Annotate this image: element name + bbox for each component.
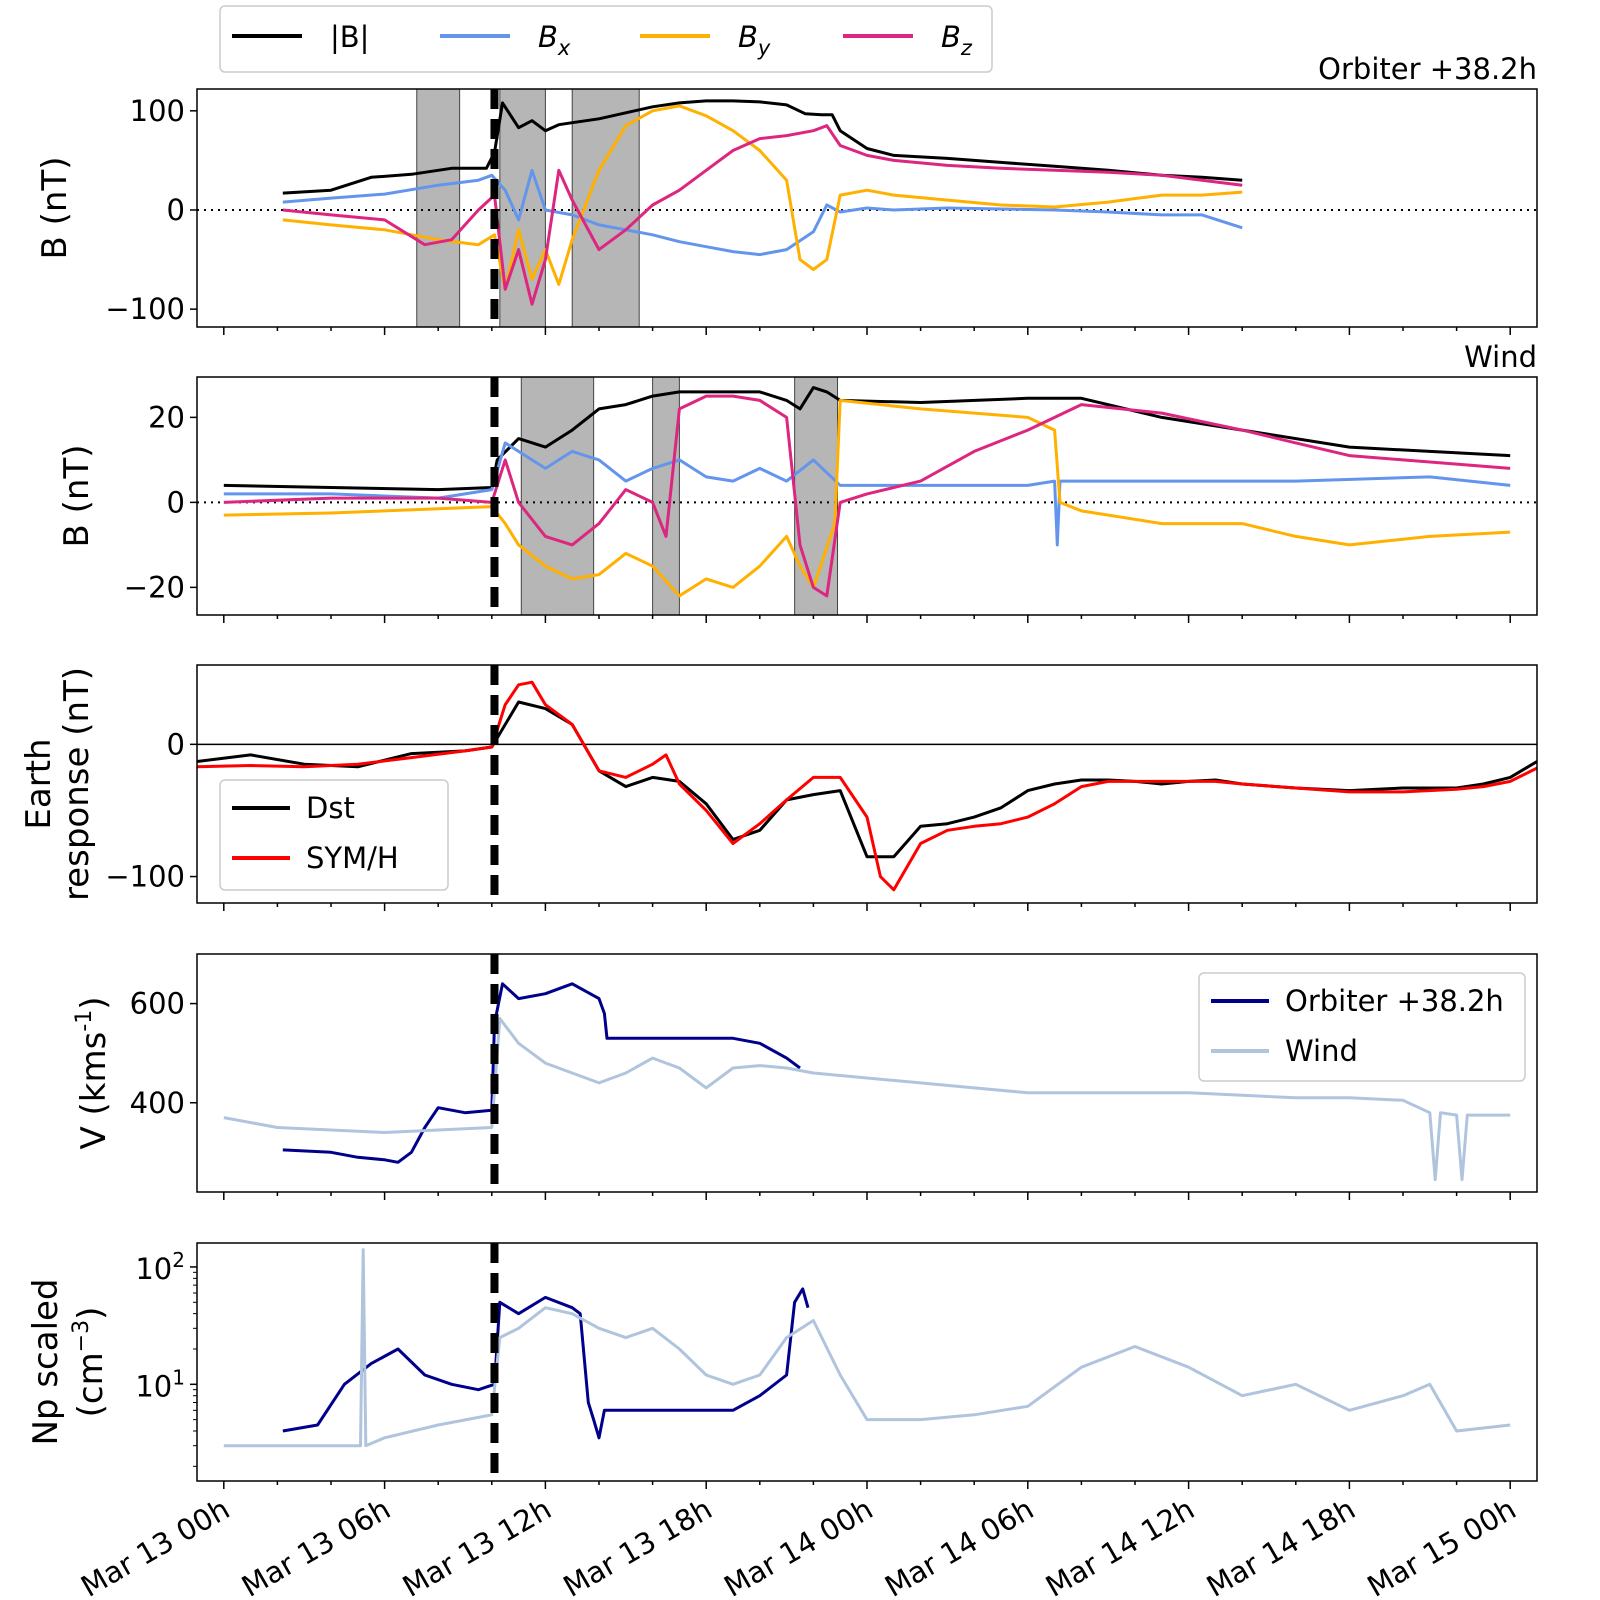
series-line-wind [223, 1248, 1511, 1448]
plot-area-earth-response [197, 665, 1537, 903]
legend-label: By [738, 20, 771, 60]
legend-label: Orbiter +38.2h [1285, 984, 1504, 1018]
x-tick-label: Mar 15 00h [1362, 1492, 1522, 1600]
x-tick-label: Mar 13 18h [558, 1492, 718, 1600]
plot-area-velocity [223, 954, 1511, 1192]
series-line-orbiter-38-2h [282, 982, 801, 1164]
series-line-sym-h [197, 680, 1537, 892]
x-tick-label: Mar 13 12h [397, 1492, 557, 1600]
legend-label: Dst [306, 791, 355, 825]
y-axis-label: V (kms-1) [72, 996, 114, 1149]
legend-label: SYM/H [306, 841, 399, 875]
y-axis-label: B (nT) [57, 445, 97, 548]
shaded-interval [416, 89, 461, 327]
y-tick-label: 20 [148, 400, 185, 434]
y-tick-label: −20 [124, 570, 185, 604]
y-axis-label: B (nT) [35, 157, 75, 260]
y-tick-label: 0 [167, 727, 185, 761]
panel-density: 101 102 Np scaled (cm−3) [26, 1242, 1538, 1489]
series-line-orbiter-38-2h [282, 1287, 810, 1440]
series-line-bx [282, 168, 1243, 257]
series-line-wind [223, 1017, 1511, 1182]
y-tick-label: −100 [105, 860, 185, 894]
y-axis-label: response (nT) [57, 667, 97, 901]
series-line-bz [282, 124, 1243, 306]
x-tick-label: Mar 13 00h [75, 1492, 235, 1600]
x-tick-label: Mar 14 18h [1201, 1492, 1361, 1600]
panel-wind-b: −20 0 20 Wind B (nT) [57, 340, 1538, 623]
legend-velocity: Orbiter +38.2h Wind [1198, 972, 1526, 1082]
series-line-by [223, 398, 1511, 598]
panel-title: Orbiter +38.2h [1318, 52, 1537, 86]
y-axis-label: Np scaled [26, 1278, 66, 1445]
y-tick-label: 600 [130, 987, 185, 1021]
x-tick-label: Mar 14 12h [1040, 1492, 1200, 1600]
panel-title: Wind [1464, 340, 1537, 374]
shaded-interval [652, 377, 680, 615]
x-tick-label: Mar 13 06h [236, 1492, 396, 1600]
panels: −100 0 100 Orbiter +38.2h B (nT) −20 0 20 Wind B … [19, 52, 1538, 1489]
y-axis-label: Earth [19, 738, 59, 829]
top-legend: |B| Bx By Bz [219, 5, 993, 73]
y-tick-label: 101 [135, 1365, 185, 1403]
y-tick-label: 400 [130, 1086, 185, 1120]
y-tick-label: 0 [167, 193, 185, 227]
panel-orbiter-b: −100 0 100 Orbiter +38.2h B (nT) [35, 52, 1538, 335]
plot-area-orbiter-b [197, 89, 1537, 327]
legend-box [219, 5, 993, 73]
legend-label: Wind [1285, 1034, 1358, 1068]
series-line--b- [282, 99, 1243, 195]
x-tick-label: Mar 14 00h [718, 1492, 878, 1600]
y-tick-label: 102 [135, 1248, 185, 1286]
y-tick-label: 0 [167, 485, 185, 519]
legend-label: |B| [330, 20, 369, 54]
y-tick-label: −100 [105, 292, 185, 326]
legend-earth-response: Dst SYM/H [219, 779, 449, 891]
plot-area-density [223, 1243, 1511, 1481]
series-line-bz [223, 394, 1511, 598]
y-axis-label: (cm−3) [69, 1307, 111, 1418]
x-axis: Mar 13 00h Mar 13 06h Mar 13 12h Mar 13 18h… [75, 1492, 1522, 1600]
shaded-interval [520, 377, 595, 615]
panel-velocity: 400 600 V (kms-1) Orbiter +38.2h Wind [72, 953, 1538, 1200]
x-tick-label: Mar 14 06h [879, 1492, 1039, 1600]
y-tick-label: 100 [130, 94, 185, 128]
series-line-bx [223, 441, 1511, 547]
plot-area-wind-b [197, 377, 1537, 615]
panel-frame [196, 1242, 1538, 1482]
legend-label: Bz [941, 20, 973, 60]
legend-box [1198, 972, 1526, 1082]
legend-label: Bx [538, 20, 571, 60]
